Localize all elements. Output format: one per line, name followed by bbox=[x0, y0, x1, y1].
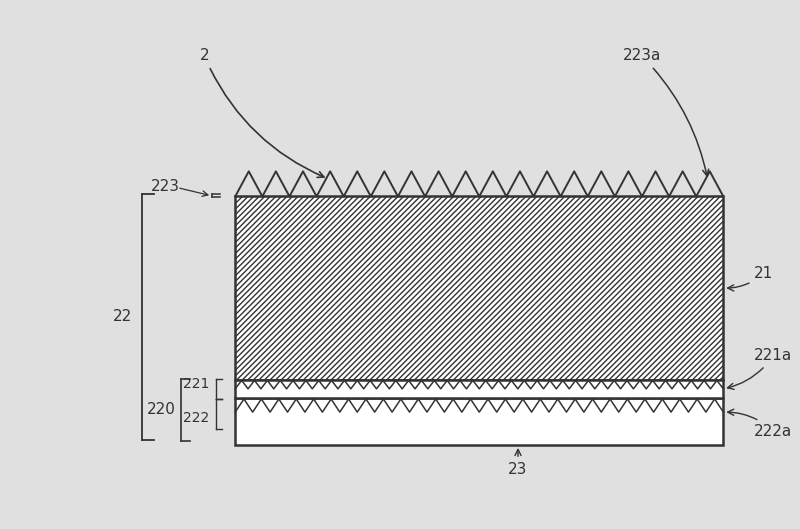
Text: 221: 221 bbox=[183, 377, 210, 391]
Bar bbox=[235, 380, 723, 398]
Text: 223a: 223a bbox=[622, 48, 709, 176]
Text: 23: 23 bbox=[508, 450, 528, 477]
Text: 22: 22 bbox=[114, 309, 133, 324]
Bar bbox=[235, 196, 723, 380]
Text: 21: 21 bbox=[728, 266, 774, 291]
Text: 222: 222 bbox=[183, 412, 210, 425]
Text: 221a: 221a bbox=[727, 348, 793, 389]
Text: 223: 223 bbox=[151, 179, 180, 194]
Text: 222a: 222a bbox=[728, 409, 793, 439]
Bar bbox=[235, 398, 723, 445]
Text: 220: 220 bbox=[147, 402, 176, 417]
Text: 2: 2 bbox=[199, 48, 324, 177]
